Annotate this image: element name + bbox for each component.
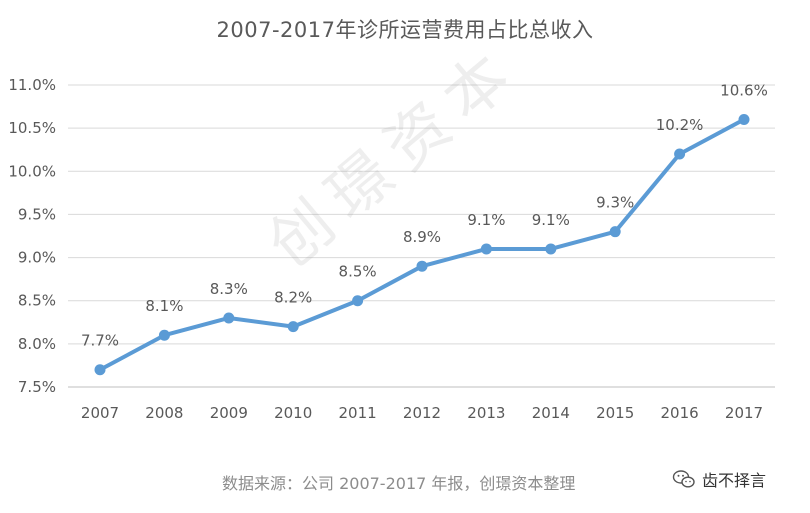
data-label: 9.3% <box>596 194 634 212</box>
data-point <box>480 243 492 255</box>
y-tick-label: 9.0% <box>18 249 56 267</box>
data-label: 9.1% <box>467 211 505 229</box>
data-point <box>287 321 299 333</box>
source-note: 数据来源：公司 2007-2017 年报，创璟资本整理 <box>222 474 576 493</box>
data-point <box>416 260 428 272</box>
data-label: 7.7% <box>81 332 119 350</box>
y-tick-label: 8.0% <box>18 335 56 353</box>
data-point <box>352 295 364 307</box>
x-tick-label: 2008 <box>145 404 183 422</box>
data-point <box>223 312 235 324</box>
x-tick-label: 2016 <box>661 404 699 422</box>
x-tick-label: 2007 <box>81 404 119 422</box>
y-tick-label: 10.0% <box>8 162 56 180</box>
data-label: 8.9% <box>403 228 441 246</box>
x-tick-label: 2010 <box>274 404 312 422</box>
data-point <box>738 114 750 126</box>
brand-badge: 齿不择言 <box>672 466 766 492</box>
data-point <box>545 243 557 255</box>
y-tick-labels: 7.5% 8.0% 8.5% 9.0% 9.5% 10.0% 10.5% 11.0% <box>8 76 56 396</box>
x-tick-label: 2011 <box>339 404 377 422</box>
x-tick-label: 2015 <box>596 404 634 422</box>
data-label: 8.2% <box>274 289 312 307</box>
data-label: 9.1% <box>532 211 570 229</box>
data-points <box>94 114 750 376</box>
gridlines <box>68 84 775 388</box>
data-point <box>674 148 686 160</box>
x-tick-label: 2017 <box>725 404 763 422</box>
data-labels: 7.7% 8.1% 8.3% 8.2% 8.5% 8.9% 9.1% 9.1% 9.3% 10.2… <box>81 82 768 350</box>
x-tick-label: 2013 <box>467 404 505 422</box>
data-point <box>158 329 170 341</box>
data-point <box>609 226 621 238</box>
chart-title: 2007-2017年诊所运营费用占比总收入 <box>216 18 594 42</box>
y-tick-label: 7.5% <box>18 378 56 396</box>
data-label: 10.2% <box>656 116 704 134</box>
y-tick-label: 10.5% <box>8 119 56 137</box>
data-label: 8.5% <box>339 263 377 281</box>
brand-label: 齿不择言 <box>702 471 767 490</box>
wechat-icon <box>672 470 695 488</box>
y-tick-label: 9.5% <box>18 205 56 223</box>
data-label: 8.1% <box>145 297 183 315</box>
data-label: 10.6% <box>720 82 768 100</box>
x-tick-label: 2012 <box>403 404 441 422</box>
x-tick-labels: 2007 2008 2009 2010 2011 2012 2013 2014 2015 2016… <box>81 404 763 422</box>
y-tick-label: 8.5% <box>18 292 56 310</box>
data-label: 8.3% <box>210 280 248 298</box>
x-tick-label: 2014 <box>532 404 570 422</box>
y-tick-label: 11.0% <box>8 76 56 94</box>
x-tick-label: 2009 <box>210 404 248 422</box>
data-point <box>94 364 106 376</box>
